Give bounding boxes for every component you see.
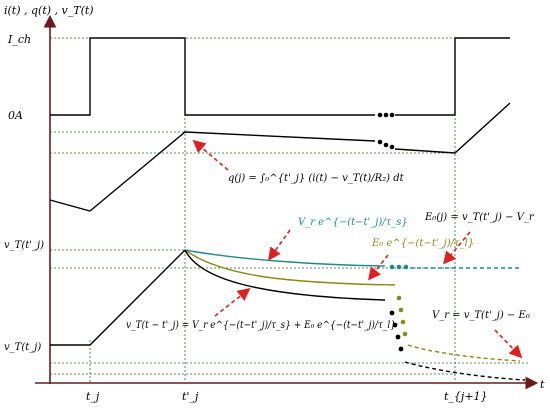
current-dot-3: [389, 112, 395, 118]
olive-tail: [407, 344, 521, 362]
ytick-zero: 0A: [8, 109, 23, 122]
xtick-tj-prime: t'_j: [182, 390, 199, 403]
teal-decay-curve: [184, 249, 386, 267]
charge-waveform: [49, 131, 376, 212]
teal-dot-3: [403, 264, 409, 270]
olive-dot-4: [402, 331, 408, 337]
ytick-vt-tj-prime: v_T(t'_j): [4, 240, 44, 251]
current-dot-1: [377, 112, 383, 118]
ytick-ich: I_ch: [7, 33, 31, 46]
voltage-dot-4: [398, 346, 404, 352]
y-axis-label: i(t) , q(t) , v_T(t): [4, 4, 94, 17]
voltage-dot-1: [389, 310, 395, 316]
voltage-tail: [404, 361, 526, 381]
arrow-to-olive: [368, 254, 389, 281]
ytick-vt-tj: v_T(t_j): [4, 342, 41, 353]
current-waveform: [50, 37, 375, 116]
olive-dot-1: [396, 295, 402, 301]
teal-exp-label: V_r e^{−(t−t'_j)/τ_s}: [298, 217, 408, 228]
charge-dot-3: [389, 144, 395, 150]
x-axis-label: t: [540, 378, 545, 391]
arrow-to-voltage: [214, 288, 251, 317]
olive-dot-3: [400, 319, 406, 325]
teal-dot-2: [396, 264, 402, 270]
vt-formula: v_T(t − t'_j) = V_r e^{−(t−t'_j)/τ_s} + …: [126, 320, 396, 331]
q-formula: q(j) = ∫₀^{t'_j} (i(t) − v_T(t)/R₂) dt: [228, 173, 405, 184]
olive-exp-label: E₀ e^{−(t−t'_j)/τ_l}: [371, 238, 474, 249]
voltage-dot-3: [395, 334, 401, 340]
xtick-tj: t_j: [86, 390, 100, 403]
charge-dot-1: [377, 139, 383, 145]
arrow-to-vr: [494, 329, 523, 359]
vr-definition: V_r = v_T(t'_j) − E₀: [432, 310, 530, 321]
arrow-to-teal: [268, 229, 291, 261]
voltage-decay-curve: [184, 249, 386, 301]
charge-dot-2: [383, 142, 389, 148]
olive-dot-2: [398, 307, 404, 313]
teal-dot-1: [389, 264, 395, 270]
xtick-tj1: t_{j+1}: [444, 390, 488, 403]
voltage-dot-2: [392, 322, 398, 328]
e0-definition: E₀(j) = v_T(t'_j) − V_r: [424, 212, 535, 223]
current-dot-2: [383, 112, 389, 118]
current-waveform-right: [395, 37, 510, 116]
charge-waveform-right: [394, 102, 511, 154]
olive-decay-curve: [184, 249, 396, 286]
arrow-to-charge: [192, 139, 229, 171]
voltage-rise: [50, 249, 186, 346]
